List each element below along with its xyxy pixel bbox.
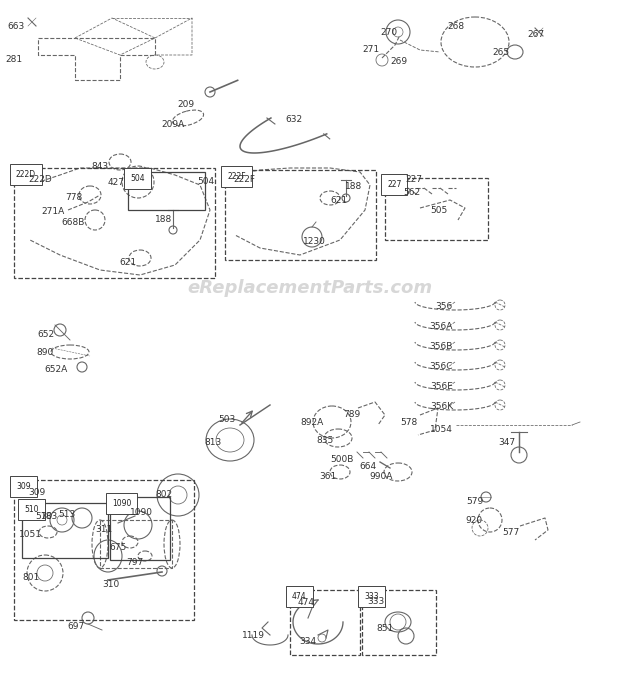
Text: 1230: 1230: [303, 237, 326, 246]
Text: 271A: 271A: [42, 207, 65, 216]
Text: 851: 851: [377, 624, 394, 633]
Text: 356B: 356B: [430, 342, 453, 351]
Text: 835: 835: [317, 436, 334, 445]
Text: 1051: 1051: [19, 530, 42, 539]
Text: 474: 474: [292, 592, 307, 601]
Text: 577: 577: [503, 528, 520, 537]
Text: 310: 310: [103, 580, 120, 589]
Text: 505: 505: [431, 206, 448, 215]
Text: 503: 503: [219, 415, 236, 424]
Text: 356K: 356K: [430, 402, 453, 411]
Text: 269: 269: [390, 57, 407, 66]
Text: 333: 333: [367, 597, 384, 606]
Text: 227: 227: [405, 175, 422, 184]
Text: 510: 510: [24, 505, 38, 514]
Text: 664: 664: [359, 462, 376, 471]
Bar: [225, 170, 376, 260]
Text: 265: 265: [492, 48, 509, 57]
Text: 510: 510: [35, 512, 52, 521]
Bar: [14, 168, 215, 278]
Text: 920: 920: [465, 516, 482, 525]
Text: 347: 347: [498, 438, 515, 447]
Text: 778: 778: [64, 193, 82, 202]
Text: 1090: 1090: [112, 499, 131, 508]
Text: 632: 632: [285, 115, 302, 124]
Text: 334: 334: [299, 637, 316, 646]
Bar: [110, 497, 170, 560]
Text: 675: 675: [110, 543, 127, 552]
Text: 222F: 222F: [227, 172, 246, 181]
Text: 222D: 222D: [28, 175, 51, 184]
Text: 843: 843: [91, 162, 108, 171]
Bar: [100, 520, 172, 568]
Text: 621: 621: [119, 258, 136, 267]
Text: 652: 652: [37, 330, 54, 339]
Text: 579: 579: [467, 497, 484, 506]
Text: 270: 270: [380, 28, 397, 37]
Text: 271: 271: [362, 45, 379, 54]
Text: 562: 562: [403, 188, 420, 197]
Bar: [290, 590, 360, 655]
Text: 227: 227: [387, 180, 401, 189]
Text: 361: 361: [320, 472, 337, 481]
Text: 356: 356: [436, 302, 453, 311]
Bar: [385, 178, 488, 240]
Text: 578: 578: [401, 418, 418, 427]
Text: 783: 783: [40, 512, 57, 521]
Text: 311: 311: [95, 525, 113, 534]
Text: 188: 188: [155, 215, 172, 224]
Text: 652A: 652A: [45, 365, 68, 374]
Text: 281: 281: [5, 55, 22, 64]
Text: 621: 621: [330, 196, 347, 205]
Text: 697: 697: [68, 622, 85, 631]
Text: 474: 474: [298, 598, 315, 607]
Bar: [14, 480, 194, 620]
Text: 668B: 668B: [61, 218, 85, 227]
Text: 504: 504: [197, 177, 214, 186]
Text: 890: 890: [37, 348, 54, 357]
Text: 356E: 356E: [430, 382, 453, 391]
Text: 813: 813: [205, 438, 222, 447]
Text: 789: 789: [343, 410, 360, 419]
Bar: [22, 503, 108, 558]
Text: 268: 268: [447, 22, 464, 31]
Bar: [362, 590, 436, 655]
Text: 500B: 500B: [330, 455, 354, 464]
Text: 267: 267: [527, 30, 544, 39]
Text: 1054: 1054: [430, 425, 453, 434]
Bar: [128, 172, 205, 210]
Text: 802: 802: [156, 490, 173, 499]
Text: 309: 309: [16, 482, 30, 491]
Text: 801: 801: [23, 573, 40, 582]
Text: 892A: 892A: [301, 418, 324, 427]
Text: 333: 333: [364, 592, 379, 601]
Text: 356A: 356A: [430, 322, 453, 331]
Text: 797: 797: [126, 558, 143, 567]
Text: 990A: 990A: [370, 472, 393, 481]
Text: 188: 188: [345, 182, 362, 191]
Text: 222D: 222D: [16, 170, 36, 179]
Text: 663: 663: [7, 22, 25, 31]
Text: 209A: 209A: [162, 120, 185, 129]
Text: 356C: 356C: [430, 362, 453, 371]
Text: 513: 513: [59, 510, 76, 519]
Text: 222F: 222F: [233, 175, 255, 184]
Text: 427: 427: [108, 178, 125, 187]
Text: 309: 309: [28, 488, 45, 497]
Text: 1090: 1090: [130, 508, 153, 517]
Text: 504: 504: [130, 174, 144, 183]
Text: 209: 209: [177, 100, 194, 109]
Text: eReplacementParts.com: eReplacementParts.com: [187, 279, 433, 297]
Text: 1119: 1119: [242, 631, 265, 640]
